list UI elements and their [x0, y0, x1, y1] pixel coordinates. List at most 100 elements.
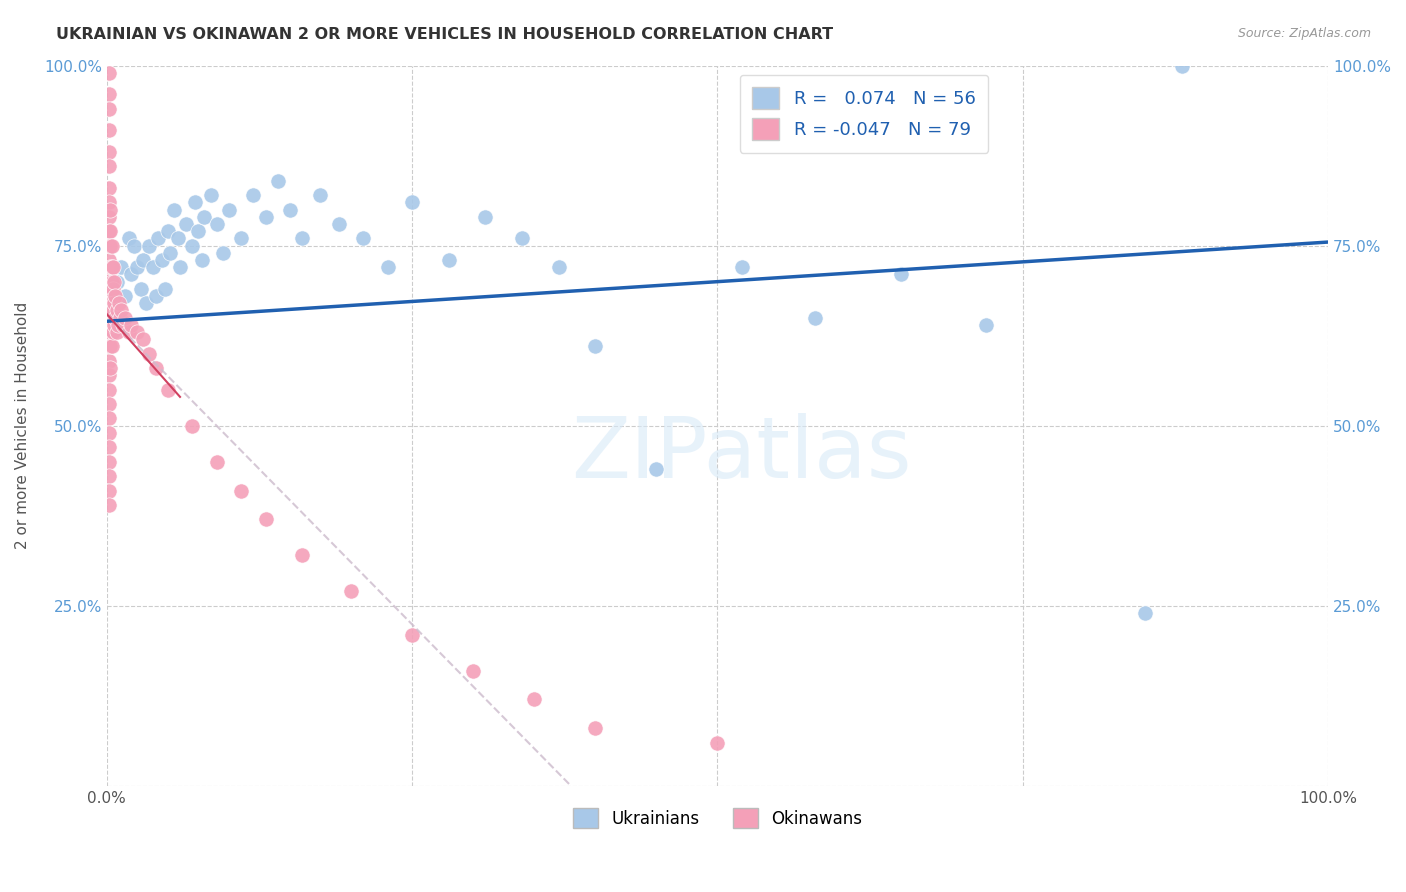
Point [150, 253, 173, 268]
Point [98, 498, 121, 512]
Point [242, 188, 264, 202]
Point [98, 268, 121, 282]
Point [706, 735, 728, 749]
Point [98, 397, 121, 411]
Point [138, 238, 160, 252]
Point [645, 462, 668, 476]
Point [98, 296, 121, 310]
Point [105, 303, 128, 318]
Point [191, 253, 214, 268]
Point [100, 224, 122, 238]
Point [583, 339, 606, 353]
Point [146, 231, 169, 245]
Point [155, 282, 177, 296]
Point [100, 361, 122, 376]
Point [127, 260, 149, 275]
Point [129, 282, 152, 296]
Point [108, 296, 131, 310]
Point [377, 260, 399, 275]
Point [100, 339, 122, 353]
Point [105, 325, 128, 339]
Point [291, 231, 314, 245]
Point [118, 231, 141, 245]
Point [211, 245, 233, 260]
Point [100, 238, 122, 252]
Point [100, 296, 122, 310]
Point [156, 224, 179, 238]
Point [118, 325, 141, 339]
Point [98, 181, 121, 195]
Point [890, 268, 912, 282]
Point [267, 174, 290, 188]
Point [98, 66, 121, 80]
Point [127, 325, 149, 339]
Point [187, 224, 209, 238]
Point [309, 188, 332, 202]
Point [103, 318, 125, 332]
Point [523, 692, 546, 706]
Point [159, 245, 181, 260]
Point [181, 238, 204, 252]
Point [100, 260, 122, 275]
Y-axis label: 2 or more Vehicles in Household: 2 or more Vehicles in Household [15, 302, 30, 549]
Point [1133, 606, 1156, 620]
Point [100, 303, 122, 318]
Point [352, 231, 374, 245]
Point [547, 260, 569, 275]
Point [193, 210, 215, 224]
Point [166, 231, 188, 245]
Point [101, 303, 124, 318]
Point [100, 238, 122, 252]
Point [98, 483, 121, 498]
Point [804, 310, 827, 325]
Point [205, 455, 228, 469]
Point [278, 202, 301, 217]
Text: UKRAINIAN VS OKINAWAN 2 OR MORE VEHICLES IN HOUSEHOLD CORRELATION CHART: UKRAINIAN VS OKINAWAN 2 OR MORE VEHICLES… [56, 27, 834, 42]
Point [98, 160, 121, 174]
Point [108, 310, 131, 325]
Legend: Ukrainians, Okinawans: Ukrainians, Okinawans [567, 801, 869, 835]
Point [98, 238, 121, 252]
Point [111, 318, 134, 332]
Point [132, 253, 155, 268]
Point [1170, 59, 1192, 73]
Point [463, 664, 485, 678]
Point [108, 310, 131, 325]
Point [145, 289, 167, 303]
Point [181, 418, 204, 433]
Point [135, 296, 157, 310]
Point [101, 325, 124, 339]
Point [163, 202, 186, 217]
Point [254, 512, 277, 526]
Point [98, 339, 121, 353]
Point [100, 202, 122, 217]
Point [100, 318, 122, 332]
Point [100, 260, 122, 275]
Point [218, 202, 240, 217]
Point [98, 87, 121, 102]
Point [98, 440, 121, 454]
Point [98, 310, 121, 325]
Point [474, 210, 496, 224]
Point [100, 275, 122, 289]
Point [105, 275, 128, 289]
Point [731, 260, 754, 275]
Point [110, 303, 132, 318]
Point [98, 455, 121, 469]
Point [120, 318, 142, 332]
Point [104, 310, 127, 325]
Point [254, 210, 277, 224]
Text: Source: ZipAtlas.com: Source: ZipAtlas.com [1237, 27, 1371, 40]
Point [98, 368, 121, 383]
Point [98, 102, 121, 116]
Point [174, 217, 197, 231]
Point [145, 361, 167, 376]
Point [169, 260, 191, 275]
Point [104, 289, 127, 303]
Point [98, 224, 121, 238]
Point [437, 253, 460, 268]
Point [107, 318, 129, 332]
Point [132, 332, 155, 346]
Point [229, 231, 252, 245]
Point [122, 238, 145, 252]
